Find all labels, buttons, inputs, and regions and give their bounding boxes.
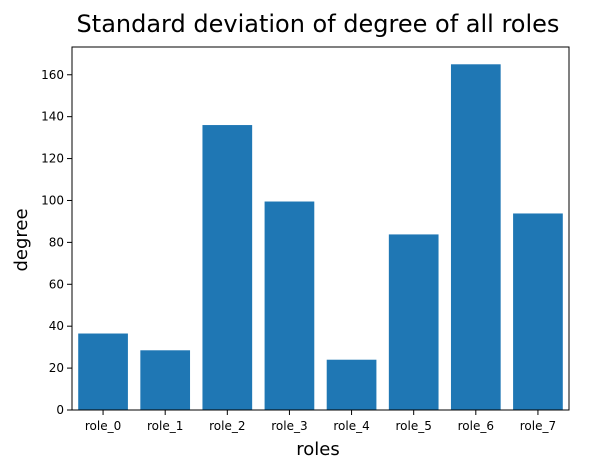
axes-layer: role_0 role_1 role_2 role_3 role_4 role_5 role… (41, 46, 570, 433)
y-tick-label: 100 (41, 193, 64, 207)
x-axis-label: roles (296, 439, 339, 460)
bar-role_7 (513, 213, 563, 410)
bar-role_1 (140, 350, 191, 410)
x-tick-label: role_4 (333, 419, 369, 433)
bar-role_2 (202, 125, 253, 411)
bars-layer (78, 64, 563, 411)
x-tick-label: role_2 (209, 419, 245, 433)
bar-role_5 (388, 234, 439, 410)
y-tick-label: 0 (56, 403, 64, 417)
bar-role_4 (326, 359, 377, 410)
y-tick-label: 60 (49, 277, 64, 291)
y-tick-label: 120 (41, 152, 64, 166)
y-tick-label: 160 (41, 68, 64, 82)
x-tick-label: role_3 (271, 419, 307, 433)
y-tick-label: 140 (41, 110, 64, 124)
x-tick-label: role_1 (147, 419, 183, 433)
y-tick-label: 20 (49, 361, 64, 375)
bar-role_0 (78, 333, 128, 410)
plot-frame (71, 46, 570, 411)
x-tick-label: role_7 (520, 419, 556, 433)
x-tick-label: role_0 (85, 419, 121, 433)
x-tick-label: role_5 (396, 419, 432, 433)
bar-role_3 (264, 201, 315, 410)
x-tick-label: role_6 (458, 419, 494, 433)
y-axis-label: degree (11, 208, 32, 271)
y-tick-label: 40 (49, 319, 64, 333)
y-tick-label: 80 (49, 235, 64, 249)
bar-role_6 (450, 64, 501, 410)
chart-title: Standard deviation of degree of all role… (77, 10, 560, 38)
